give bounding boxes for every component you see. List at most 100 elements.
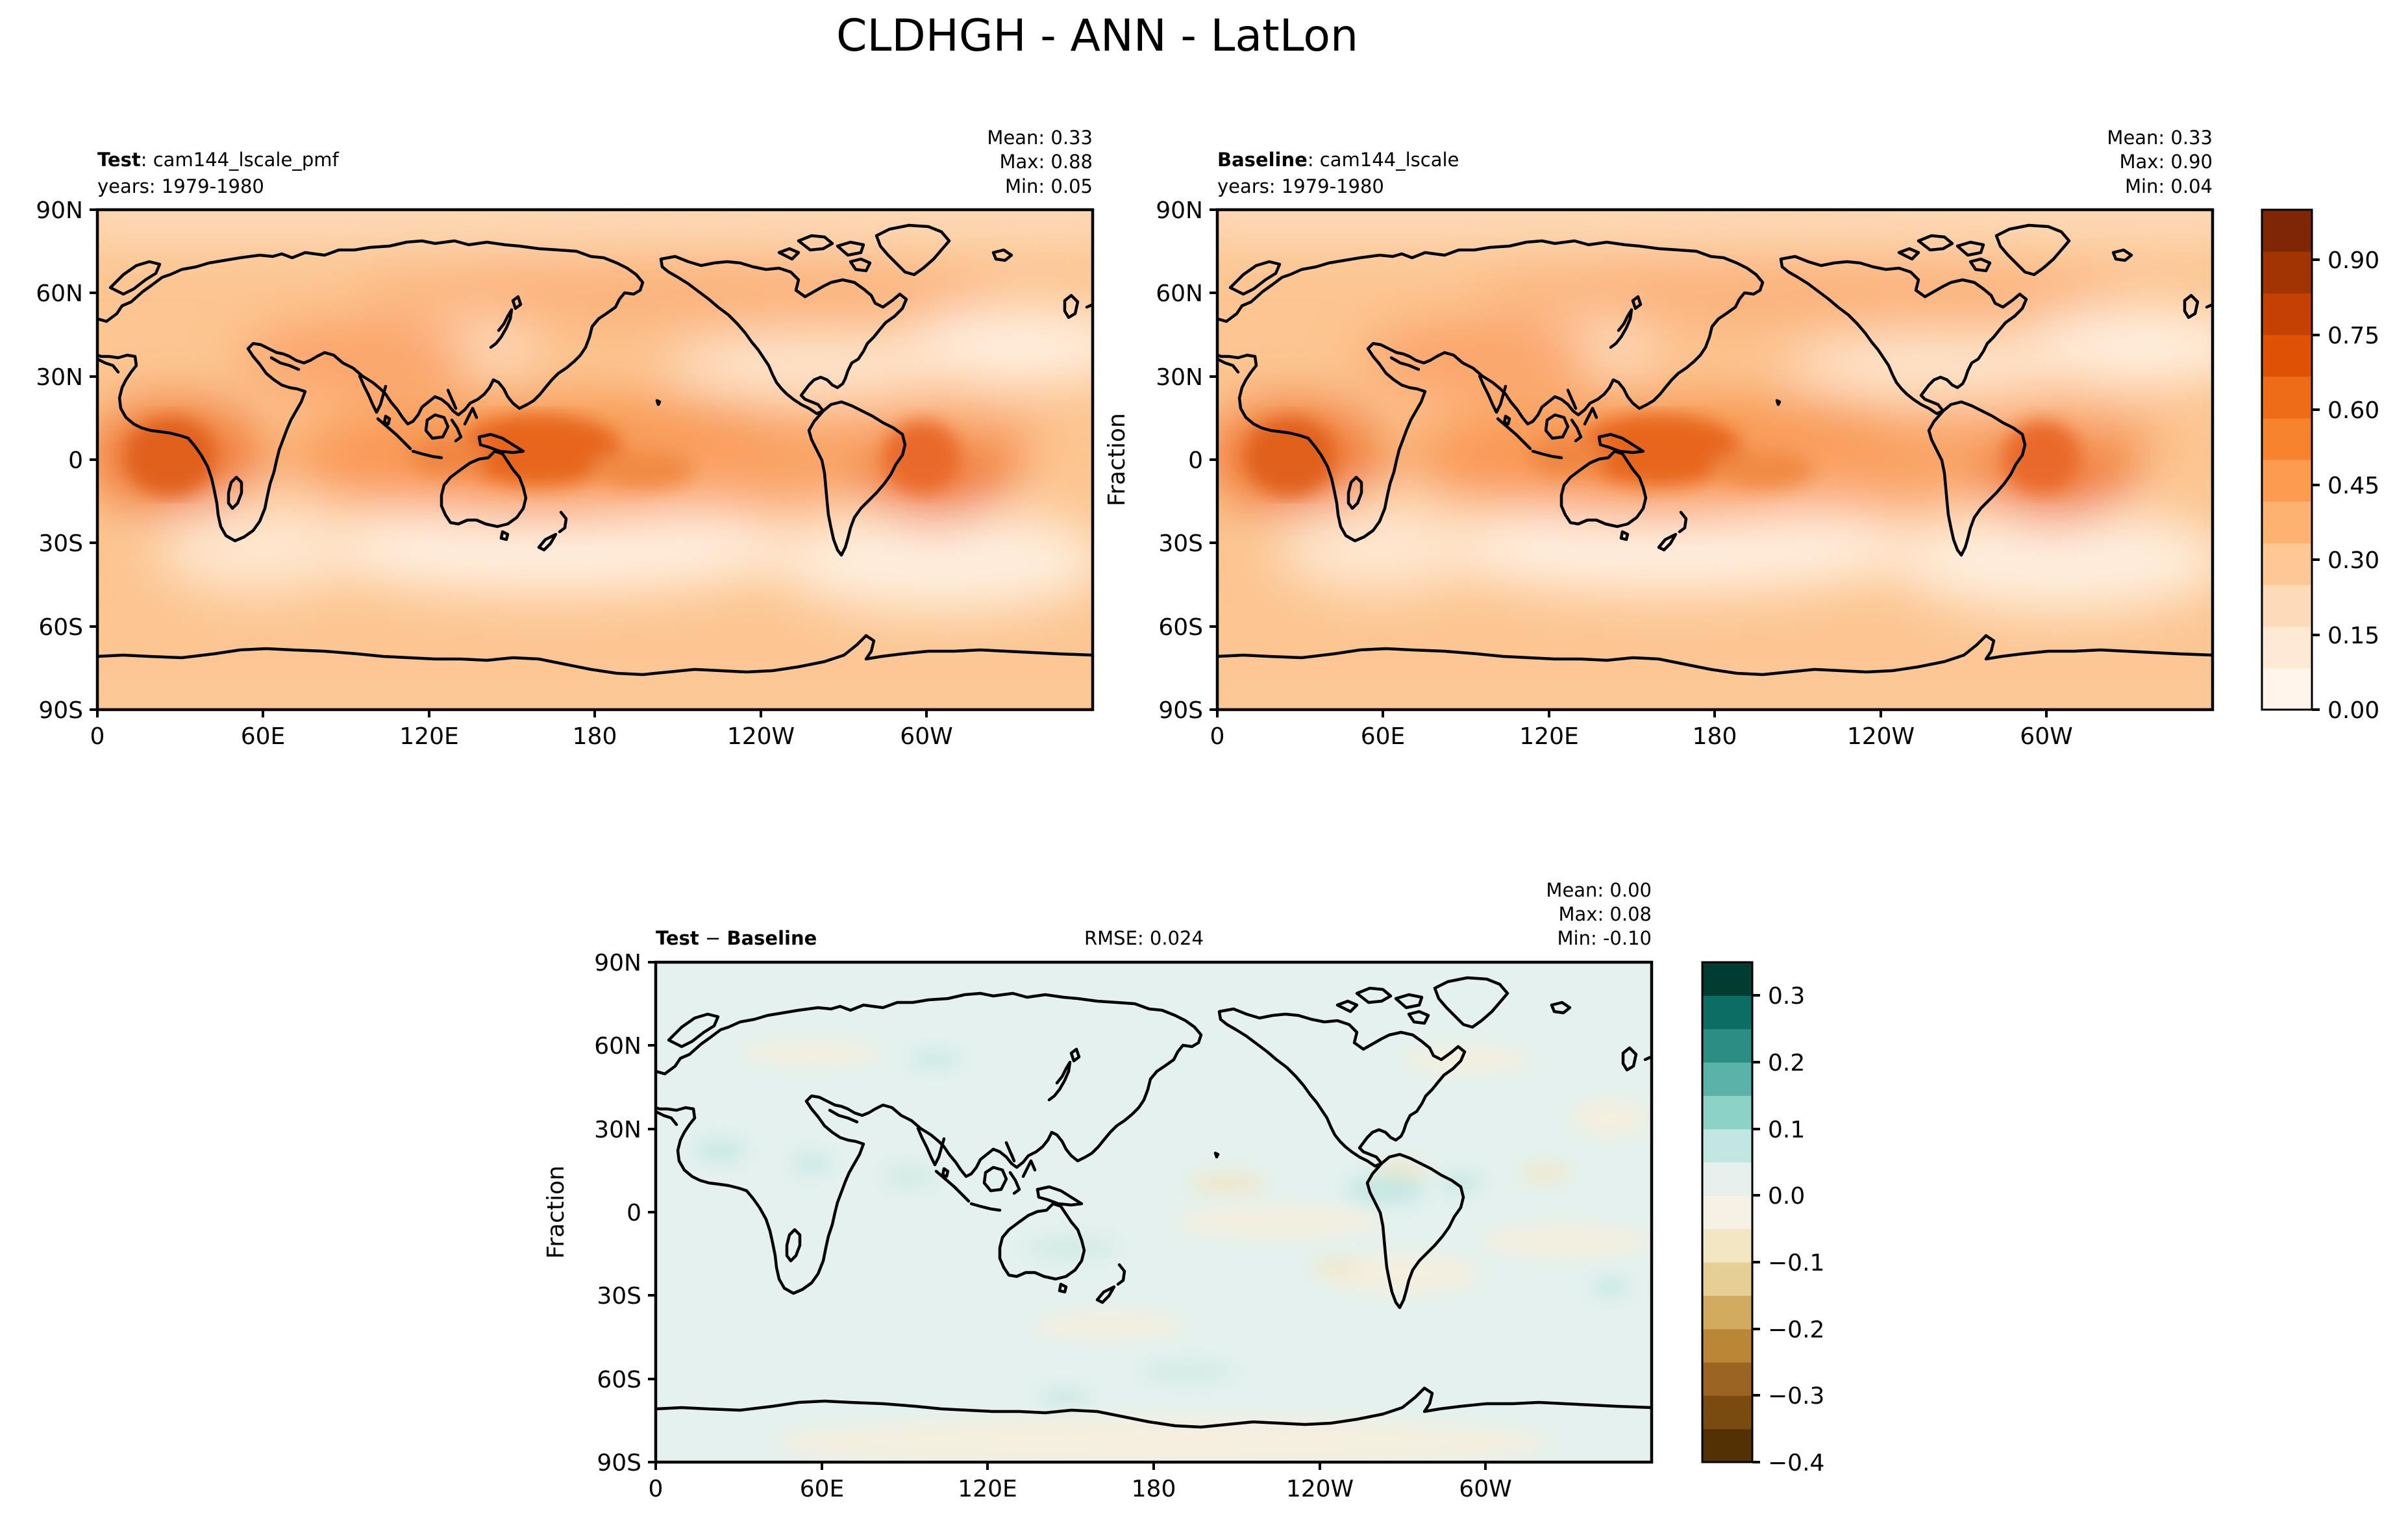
colorbar-main-tick-6: 0.90 <box>2327 247 2379 274</box>
panel-diff-mean: Mean: 0.00 <box>1546 879 1652 901</box>
colorbar-main-segment <box>2262 376 2312 419</box>
colorbar-main-segments <box>2262 210 2312 710</box>
colorbar-main-segment <box>2262 460 2312 502</box>
panel-diff-xaxis <box>654 1462 1487 1470</box>
panel-test-ytick-30s: 30S <box>38 530 83 557</box>
panel-test-ytick-90s: 90S <box>38 697 83 724</box>
colorbar-diff-segment <box>1702 1362 1752 1396</box>
panel-diff-ytick-60s: 60S <box>597 1367 641 1393</box>
panel-diff-label-test: Test <box>656 927 699 949</box>
panel-baseline-ytick-30s: 30S <box>1158 530 1203 557</box>
panel-test-ytick-60n: 60N <box>36 280 83 307</box>
colorbar-diff-segment <box>1702 1428 1752 1463</box>
panel-diff-ytick-30s: 30S <box>597 1283 641 1310</box>
panel-diff-ytick-90n: 90N <box>594 950 641 976</box>
colorbar-diff: 0.3 0.2 0.1 0.0 −0.1 −0.2 −0.3 −0.4 <box>1701 961 1824 1476</box>
panel-baseline-ytick-60s: 60S <box>1158 614 1203 641</box>
panel-test-xtick-120e: 120E <box>399 723 458 750</box>
colorbar-main-tick-2: 0.30 <box>2327 547 2379 574</box>
panel-baseline-label: Baseline <box>1217 149 1308 171</box>
panel-diff-xtick-0: 0 <box>649 1476 664 1502</box>
colorbar-diff-segment <box>1702 962 1752 996</box>
panel-baseline-ytick-0: 0 <box>1188 447 1203 474</box>
panel-test-years: years: 1979-1980 <box>97 175 264 197</box>
colorbar-diff-segment <box>1702 1062 1752 1096</box>
colorbar-diff-segment <box>1702 1295 1752 1330</box>
panel-diff-xtick-60w: 60W <box>1459 1476 1511 1502</box>
colorbar-diff-ticks <box>1752 994 1760 1463</box>
colorbar-diff-segment <box>1702 1262 1752 1296</box>
panel-baseline-map <box>1185 184 2256 742</box>
panel-baseline-xtick-60w: 60W <box>2020 723 2072 750</box>
panel-baseline-ytick-90s: 90S <box>1158 697 1203 724</box>
panel-baseline-ytick-60n: 60N <box>1156 280 1203 307</box>
panel-baseline-years: years: 1979-1980 <box>1217 175 1384 197</box>
panel-diff-xtick-120e: 120E <box>958 1476 1017 1502</box>
panel-diff-rmse: RMSE: 0.024 <box>1084 927 1204 949</box>
panel-test-ytick-0: 0 <box>68 447 83 474</box>
panel-difference: Test − Baseline RMSE: 0.024 Mean: 0.00 M… <box>543 879 1654 1502</box>
svg-text:Test − Baseline: Test − Baseline <box>656 927 817 949</box>
panel-test-xtick-60e: 60E <box>241 723 286 750</box>
colorbar-main-segment <box>2262 210 2312 252</box>
svg-text:Baseline: cam144_lscale: Baseline: cam144_lscale <box>1217 149 1459 171</box>
colorbar-diff-segment <box>1702 1128 1752 1163</box>
panel-diff-xtick-60e: 60E <box>800 1476 845 1502</box>
colorbar-main-segment <box>2262 626 2312 669</box>
colorbar-main-ticks <box>2312 258 2320 711</box>
colorbar-diff-segment <box>1702 995 1752 1030</box>
colorbar-main-tick-1: 0.15 <box>2327 623 2379 649</box>
panel-diff-ytick-0: 0 <box>627 1200 641 1226</box>
colorbar-diff-segment <box>1702 1328 1752 1363</box>
colorbar-diff-tick-7: −0.4 <box>1768 1450 1824 1476</box>
panel-baseline-ytick-90n: 90N <box>1156 197 1203 224</box>
panel-test-ytick-30n: 30N <box>36 364 83 391</box>
panel-diff-label-baseline: Baseline <box>726 927 817 949</box>
panel-diff-ytick-30n: 30N <box>594 1117 641 1143</box>
panel-baseline-yaxis <box>1210 208 1217 711</box>
colorbar-main-frame <box>2261 208 2313 711</box>
panel-test-xtick-60w: 60W <box>900 723 952 750</box>
colorbar-main-segment <box>2262 543 2312 586</box>
panel-baseline: Baseline: cam144_lscale years: 1979-1980… <box>1104 127 2256 750</box>
panel-test-ytick-60s: 60S <box>38 614 83 641</box>
colorbar-diff-segments <box>1702 962 1752 1463</box>
colorbar-diff-frame <box>1701 961 1754 1463</box>
panel-test-yaxis <box>90 208 97 711</box>
panel-diff-ylabel: Fraction <box>543 1165 569 1259</box>
colorbar-main-segment <box>2262 251 2312 293</box>
colorbar-diff-segment <box>1702 1095 1752 1130</box>
colorbar-main: 0.00 0.15 0.30 0.45 0.60 0.75 0.90 <box>2261 208 2379 724</box>
panel-baseline-case: : cam144_lscale <box>1308 149 1459 171</box>
colorbar-diff-tick-3: 0.0 <box>1768 1183 1805 1210</box>
colorbar-diff-segment <box>1702 1195 1752 1230</box>
colorbar-main-segment <box>2262 334 2312 377</box>
colorbar-main-tick-4: 0.60 <box>2327 397 2379 424</box>
panel-baseline-xtick-180: 180 <box>1693 723 1737 750</box>
panel-baseline-xaxis <box>1216 710 2048 717</box>
colorbar-main-segment <box>2262 293 2312 336</box>
panel-baseline-xtick-0: 0 <box>1210 723 1225 750</box>
colorbar-diff-segment <box>1702 1028 1752 1063</box>
panel-diff-map <box>656 962 1652 1469</box>
colorbar-diff-tick-2: 0.1 <box>1768 1117 1805 1143</box>
panel-diff-min: Min: -0.10 <box>1558 927 1652 949</box>
svg-text:Test: cam144_lscale_pmf: Test: cam144_lscale_pmf <box>97 149 339 171</box>
colorbar-diff-segment <box>1702 1162 1752 1196</box>
panel-test-max: Max: 0.88 <box>999 151 1093 173</box>
colorbar-main-tick-5: 0.75 <box>2327 323 2379 349</box>
colorbar-diff-tick-5: −0.2 <box>1768 1317 1824 1343</box>
panel-baseline-ylabel: Fraction <box>1104 413 1130 506</box>
panel-baseline-ytick-30n: 30N <box>1156 364 1203 391</box>
panel-test-xtick-120w: 120W <box>727 723 795 750</box>
panel-test-xtick-0: 0 <box>90 723 105 750</box>
colorbar-diff-tick-6: −0.3 <box>1768 1383 1824 1410</box>
figure-title: CLDHGH - ANN - LatLon <box>836 10 1358 62</box>
panel-diff-max: Max: 0.08 <box>1558 903 1652 925</box>
panel-diff-ytick-60n: 60N <box>594 1033 641 1060</box>
colorbar-diff-segment <box>1702 1228 1752 1263</box>
panel-baseline-xtick-120e: 120E <box>1519 723 1578 750</box>
panel-baseline-min: Min: 0.04 <box>2125 175 2213 197</box>
panel-test-xtick-180: 180 <box>573 723 617 750</box>
